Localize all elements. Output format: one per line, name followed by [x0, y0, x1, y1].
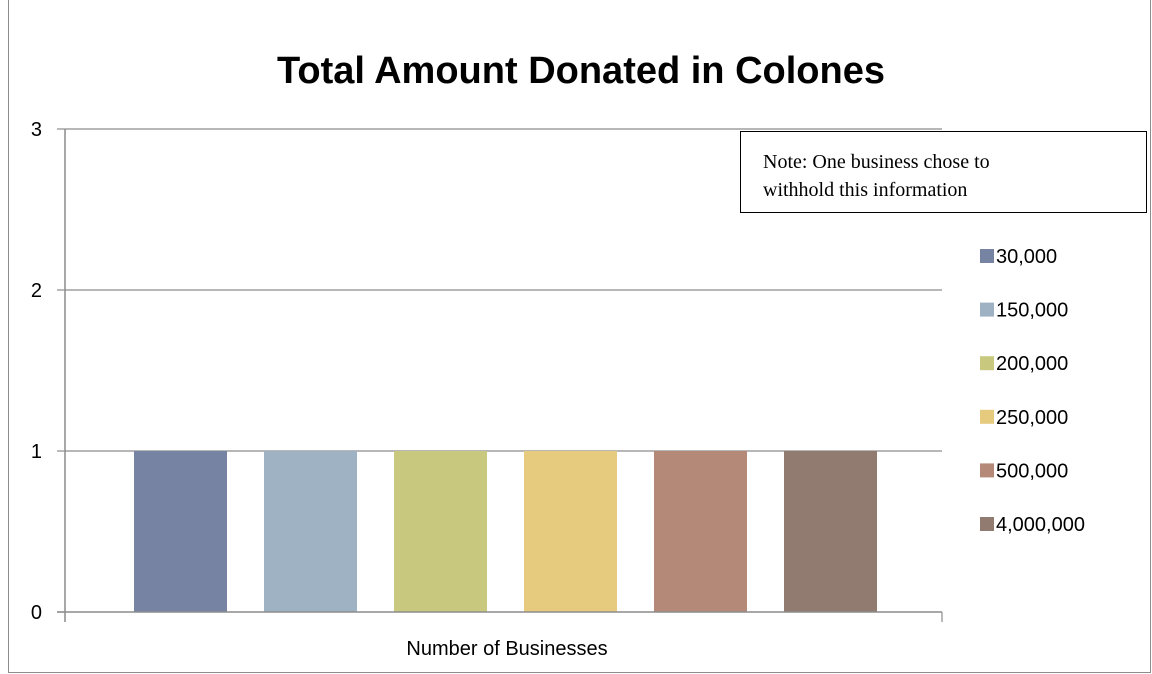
- legend-label: 30,000: [996, 246, 1057, 268]
- chart-frame: [8, 0, 1151, 673]
- bar-30000: [134, 451, 227, 612]
- y-tick-label: 2: [31, 280, 42, 302]
- legend-swatch: [980, 249, 994, 263]
- bar-500000: [654, 451, 747, 612]
- legend-label: 150,000: [996, 300, 1068, 322]
- note-annotation: Note: One business chose to withhold thi…: [740, 131, 1147, 213]
- x-axis-label: Number of Businesses: [406, 638, 607, 660]
- legend-swatch: [980, 356, 994, 371]
- bar-200000: [394, 451, 487, 612]
- y-tick-label: 1: [31, 441, 42, 463]
- bar-4000000: [784, 451, 877, 612]
- legend: 30,000 150,000 200,000 250,000 500,000 4,000,…: [980, 246, 1085, 536]
- bars: [134, 451, 877, 612]
- legend-swatch: [980, 517, 994, 531]
- bar-150000: [264, 451, 357, 612]
- y-tick-label: 0: [31, 602, 42, 624]
- legend-label: 200,000: [996, 353, 1068, 375]
- legend-swatch: [980, 409, 994, 424]
- legend-swatch: [980, 302, 994, 317]
- y-tick-label: 3: [31, 119, 42, 141]
- note-line-1: Note: One business chose to: [763, 151, 990, 173]
- legend-label: 250,000: [996, 407, 1068, 429]
- bar-250000: [524, 451, 617, 612]
- note-line-2: withhold this information: [763, 179, 968, 201]
- legend-swatch: [980, 463, 994, 478]
- chart-title: Total Amount Donated in Colones: [277, 50, 885, 92]
- legend-label: 500,000: [996, 460, 1068, 482]
- legend-label: 4,000,000: [996, 514, 1085, 536]
